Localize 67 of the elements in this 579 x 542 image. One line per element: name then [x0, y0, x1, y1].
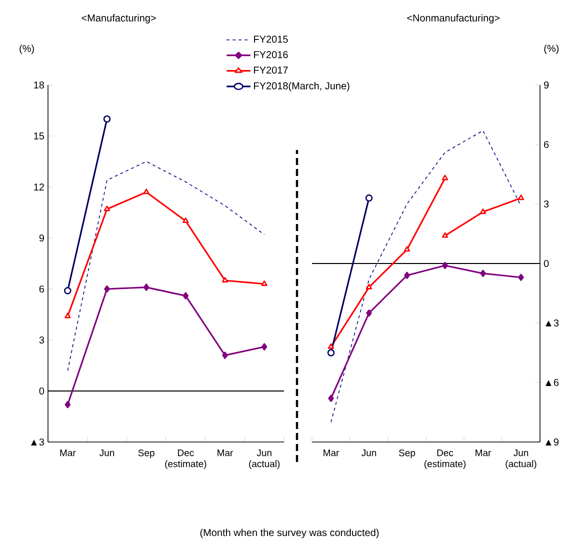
point — [182, 292, 189, 300]
point — [261, 343, 268, 350]
point — [64, 401, 71, 408]
y-tick-label: 9 — [544, 81, 549, 89]
point — [222, 277, 228, 283]
x-tick-label: Jun (actual) — [249, 450, 280, 470]
point — [518, 194, 524, 200]
y-tick-label: ▲3 — [546, 319, 559, 327]
x-tick-label: Jun — [99, 450, 114, 456]
chart-title: <Manufacturing> — [82, 14, 156, 24]
point — [103, 115, 111, 123]
y-tick-label: 0 — [544, 260, 549, 268]
point — [328, 343, 334, 349]
point — [518, 274, 524, 281]
point — [442, 232, 448, 238]
x-tick-label: Sep — [398, 450, 416, 458]
legend-label: FY2015 — [254, 36, 288, 43]
text: (Month when the survey was conducted) — [200, 528, 379, 538]
line-series — [330, 130, 522, 423]
point — [328, 394, 334, 402]
x-tick-label: Mar — [218, 450, 234, 456]
point — [182, 218, 189, 224]
point — [64, 287, 72, 294]
point — [143, 188, 150, 194]
x-tick-label: Dec (estimate) — [165, 450, 206, 470]
legend-label: FY2016 — [254, 51, 288, 58]
point — [64, 312, 71, 318]
point — [366, 309, 372, 317]
y-tick-label: 9 — [39, 234, 44, 242]
y-tick-label: 18 — [34, 81, 44, 89]
legend-label: FY2018(March, June) — [254, 82, 350, 92]
line-series — [67, 161, 265, 371]
chart-title: <Nonmanufacturing> — [407, 14, 500, 24]
point — [365, 194, 373, 202]
point — [442, 174, 448, 180]
point — [143, 284, 150, 291]
x-tick-label: Sep — [138, 450, 154, 458]
x-tick-label: Mar — [60, 450, 76, 456]
point — [366, 284, 372, 290]
x-tick-label: Mar — [324, 450, 340, 456]
y-axis-title: (%) — [544, 44, 559, 54]
y-tick-label: 15 — [34, 132, 44, 140]
point — [404, 272, 410, 279]
x-tick-label: Jun (actual) — [506, 450, 536, 470]
y-tick-label: 6 — [544, 140, 549, 148]
point — [222, 352, 228, 359]
point — [104, 206, 110, 212]
point — [104, 285, 110, 293]
legend-label: FY2017 — [254, 66, 288, 74]
y-tick-label: 6 — [39, 285, 44, 293]
y-axis-title: (%) — [20, 44, 34, 54]
point — [480, 208, 486, 214]
point — [261, 280, 268, 286]
point — [404, 246, 410, 252]
y-tick-label: 3 — [544, 200, 549, 208]
y-tick-label: ▲6 — [546, 378, 559, 386]
y-tick-label: ▲3 — [31, 438, 44, 446]
y-tick-label: 0 — [39, 387, 44, 395]
point — [442, 262, 448, 270]
point — [480, 270, 486, 277]
y-tick-label: 12 — [34, 184, 44, 190]
x-tick-label: Dec (estimate) — [424, 450, 466, 470]
y-tick-label: 3 — [39, 336, 44, 344]
point — [327, 349, 335, 356]
y-tick-label: ▲9 — [546, 438, 559, 446]
x-tick-label: Mar — [476, 450, 492, 456]
x-tick-label: Jun — [362, 450, 376, 456]
